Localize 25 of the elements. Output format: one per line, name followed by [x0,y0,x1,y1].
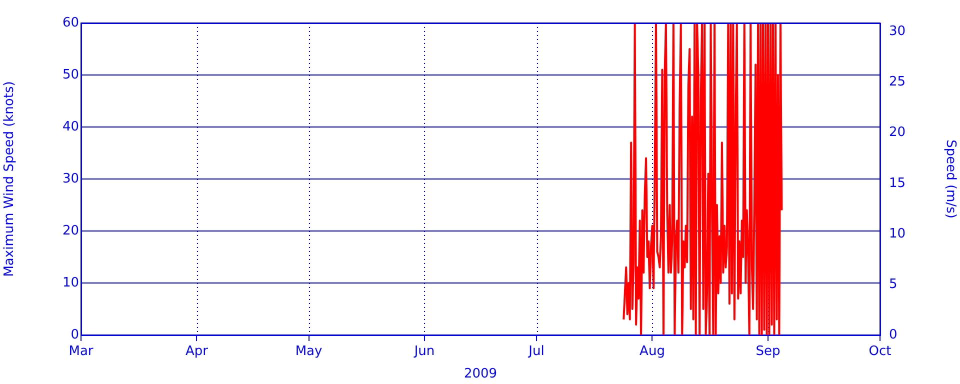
y2-tick-label: 25 [889,74,906,90]
x-tick-label: Sep [756,344,780,360]
y-tick-label: 20 [62,223,79,238]
y2-tick-label: 5 [889,276,898,292]
y2-tick-label: 15 [889,176,906,191]
y-tick-label: 60 [62,15,79,30]
y2-axis-title: Speed (m/s) [942,140,958,218]
x-axis-title: 2009 [464,366,498,382]
y2-tick-label: 30 [889,24,906,40]
x-tick-label: Apr [185,344,209,360]
x-tick-label: Aug [640,344,665,360]
x-tick-label: May [295,344,322,360]
y-axis-title: Maximum Wind Speed (knots) [2,81,18,277]
y-tick-label: 30 [62,171,79,186]
y-tick-label: 50 [62,67,79,82]
x-tick-label: Jul [528,344,544,360]
y-tick-label: 40 [62,119,79,134]
y-tick-label: 0 [70,327,79,342]
y2-tick-label: 10 [889,226,906,242]
y2-tick-label: 20 [889,125,906,140]
y2-tick-label: 0 [889,327,898,342]
y-tick-label: 10 [62,275,79,290]
x-tick-label: Jun [413,344,435,360]
x-tick-label: Oct [868,344,892,360]
x-tick-label: Mar [68,344,94,360]
